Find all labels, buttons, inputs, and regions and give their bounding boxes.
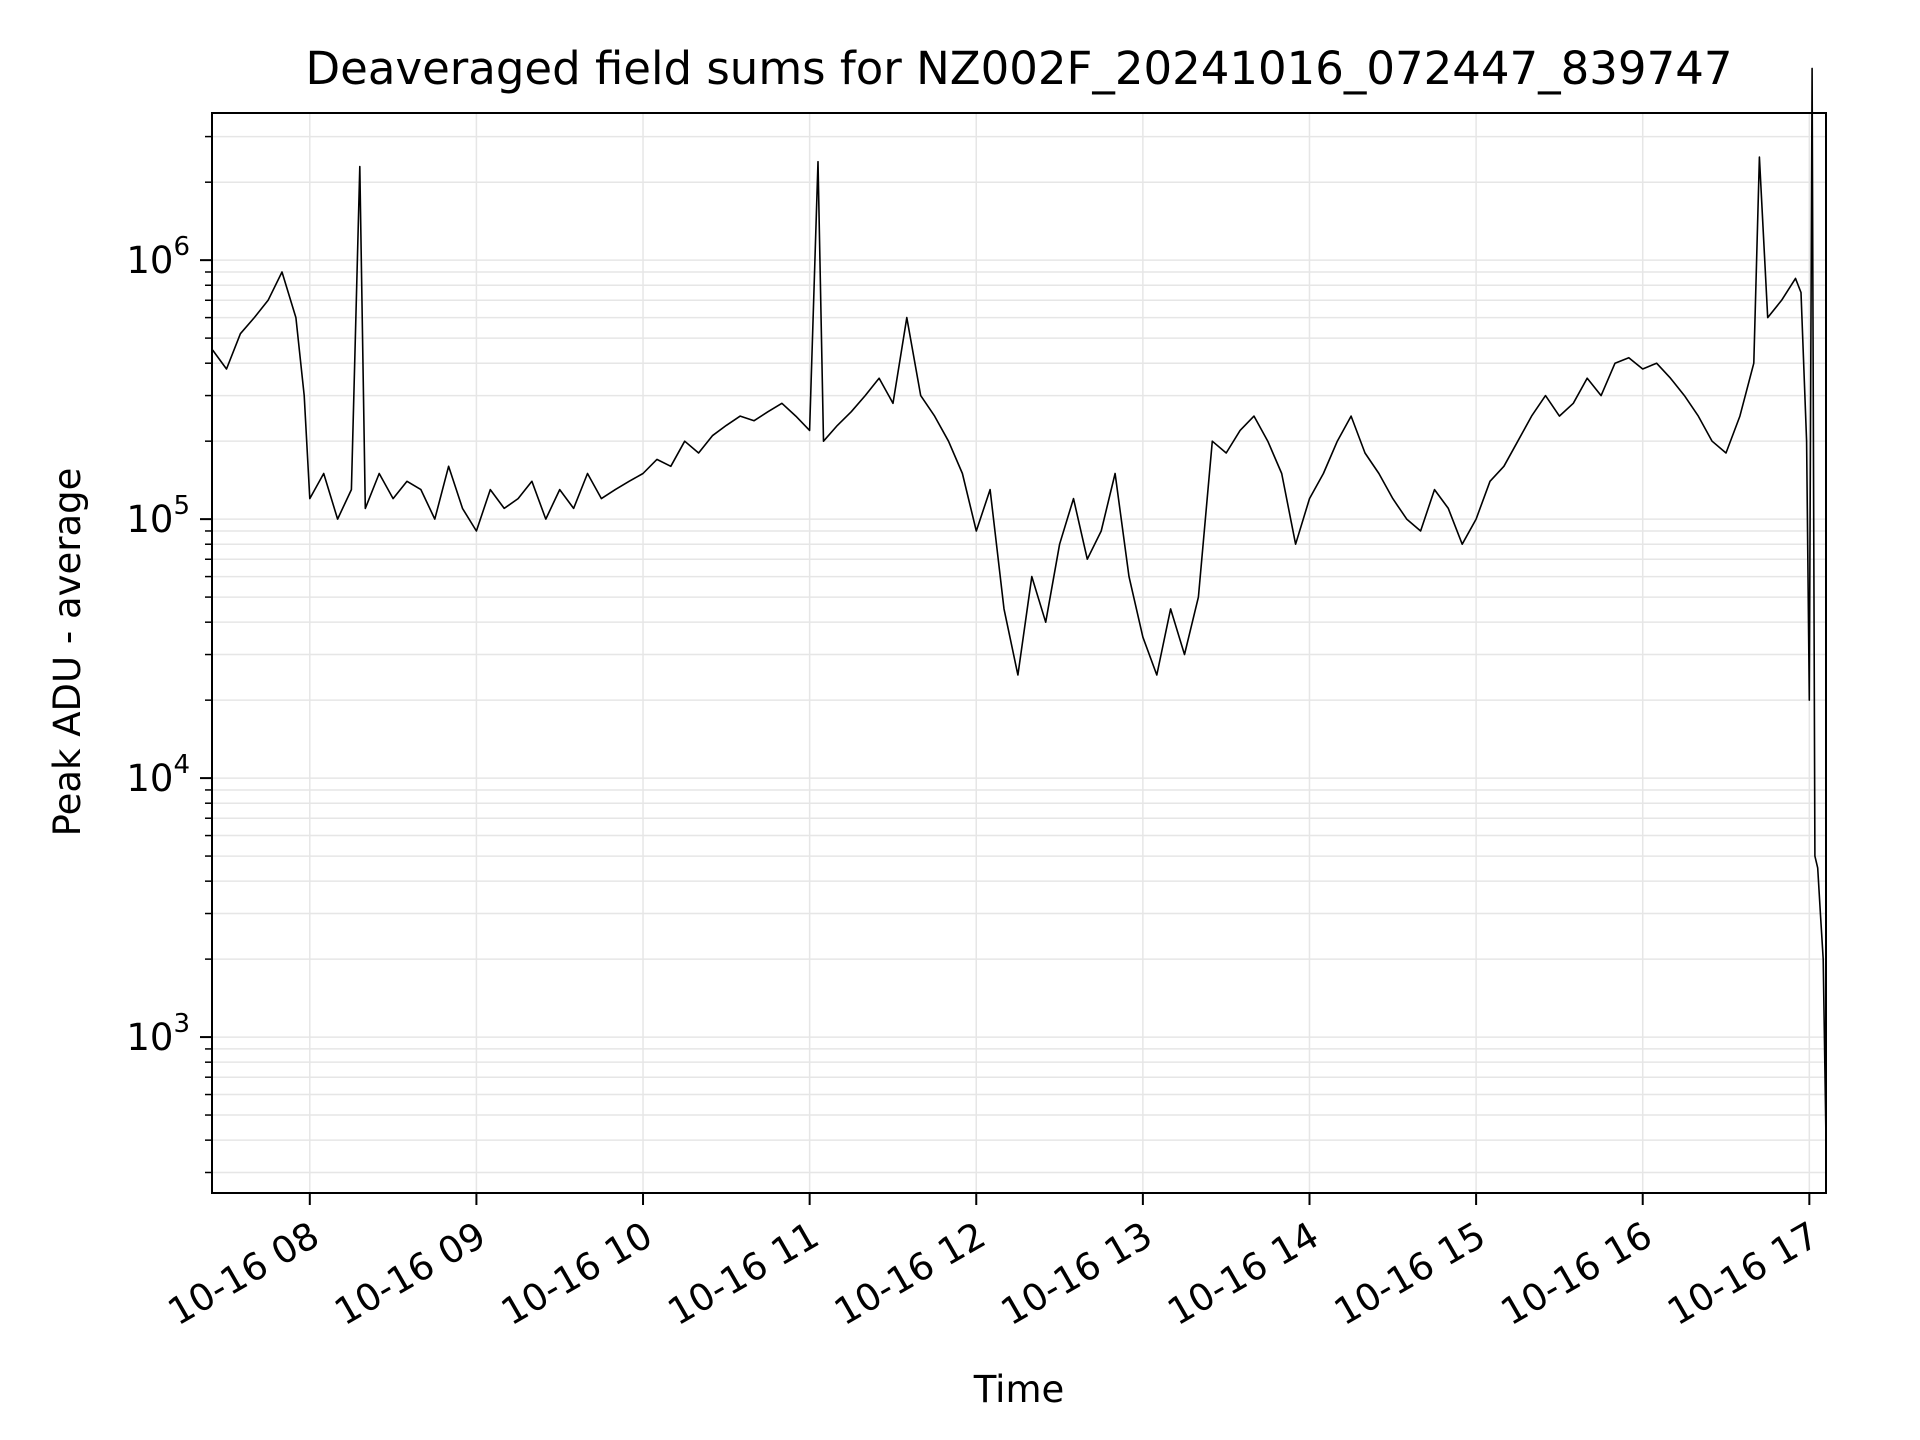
chart-title: Deaveraged field sums for NZ002F_2024101… [306,42,1733,95]
x-axis: 10-16 08 10-16 09 10-16 10 10-16 11 10-16 12… [161,1193,1826,1334]
x-tick-label: 10-16 16 [1494,1214,1660,1334]
x-tick-label: 10-16 08 [161,1214,327,1334]
x-tick-label: 10-16 13 [994,1214,1160,1334]
x-tick-label: 10-16 12 [827,1214,993,1334]
plot-frame [211,112,1827,1194]
y-tick-label: 106 [126,232,190,282]
x-tick-label: 10-16 15 [1327,1214,1493,1334]
series-layer [211,67,1827,1141]
x-tick-label: 10-16 10 [494,1214,660,1334]
grid [212,113,1826,1193]
y-tick-label: 103 [126,1009,190,1059]
y-tick-label: 104 [126,750,190,800]
y-tick-label: 105 [126,491,190,541]
x-axis-label: Time [973,1368,1065,1411]
x-tick-label: 10-16 17 [1660,1214,1826,1334]
data-line [211,67,1827,1141]
x-tick-label: 10-16 09 [327,1214,493,1334]
y-axis-label: Peak ADU - average [46,468,89,837]
y-axis: 103 104 105 106 [126,135,212,1174]
x-tick-label: 10-16 14 [1160,1214,1326,1334]
x-tick-label: 10-16 11 [661,1214,827,1334]
